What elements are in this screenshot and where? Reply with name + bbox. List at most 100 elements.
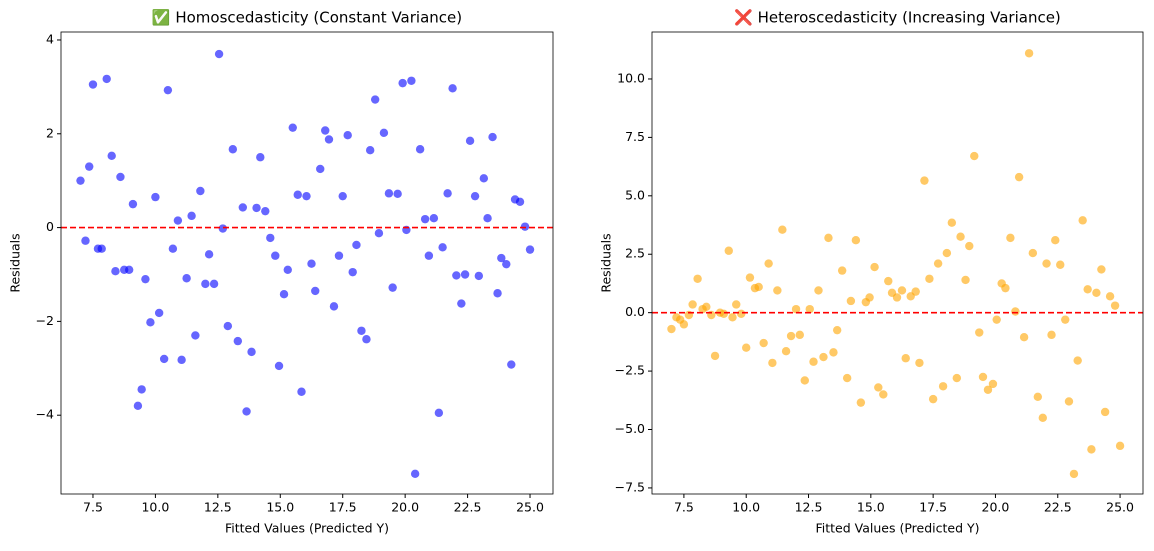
point <box>448 84 457 93</box>
point <box>1056 260 1065 269</box>
point <box>1083 285 1092 294</box>
y-tick-label: −7.5 <box>615 479 645 494</box>
x-tick-label: 15.0 <box>857 500 885 515</box>
point <box>316 164 325 174</box>
point <box>434 408 444 418</box>
chart-title: ✅ Homoscedasticity (Constant Variance) <box>152 9 462 27</box>
point <box>791 304 801 314</box>
x-tick-label: 10.0 <box>732 500 760 515</box>
point <box>728 313 737 322</box>
point <box>497 253 506 263</box>
point <box>693 274 702 283</box>
point <box>1064 397 1074 406</box>
point <box>992 315 1001 324</box>
point <box>214 49 224 59</box>
point <box>846 296 856 306</box>
point <box>809 357 818 366</box>
point <box>965 241 974 251</box>
point <box>452 271 461 280</box>
point <box>515 197 525 206</box>
x-tick-label: 7.5 <box>83 500 103 515</box>
point <box>88 80 98 89</box>
y-tick-label: −4 <box>36 407 54 422</box>
point <box>520 222 530 231</box>
point <box>151 192 160 202</box>
x-tick-label: 12.5 <box>204 500 232 515</box>
point <box>348 267 357 277</box>
point <box>141 274 150 284</box>
point <box>911 287 920 296</box>
point <box>321 126 330 135</box>
point <box>438 243 447 252</box>
point <box>1100 407 1110 417</box>
point <box>928 394 938 404</box>
y-tick-label: 0.0 <box>625 304 645 319</box>
point <box>274 361 284 371</box>
point <box>488 132 497 142</box>
point <box>362 335 371 344</box>
point <box>947 218 957 227</box>
y-tick-label: 0 <box>46 219 54 234</box>
point <box>745 273 755 282</box>
x-tick-label: 17.5 <box>329 500 357 515</box>
point <box>470 191 480 201</box>
point <box>102 74 111 84</box>
point <box>307 259 316 268</box>
chart-title: ❌ Heteroscedasticity (Increasing Varianc… <box>734 9 1061 27</box>
point <box>879 390 888 399</box>
point <box>479 174 489 183</box>
point <box>177 355 186 365</box>
point <box>256 153 265 162</box>
point <box>856 398 866 407</box>
point <box>279 289 289 299</box>
point <box>191 331 200 340</box>
point <box>786 331 796 341</box>
point <box>424 251 434 260</box>
point <box>128 199 138 209</box>
point <box>443 189 452 198</box>
point <box>493 289 502 298</box>
point <box>465 136 475 146</box>
point <box>897 286 907 295</box>
point <box>874 383 883 392</box>
point <box>983 385 993 394</box>
point <box>252 203 261 213</box>
point <box>324 135 334 144</box>
point <box>201 279 210 289</box>
x-tick-label: 12.5 <box>795 500 823 515</box>
point <box>901 354 910 363</box>
point <box>710 351 720 361</box>
point <box>311 286 320 296</box>
point <box>388 283 397 292</box>
point <box>1097 265 1106 274</box>
point <box>370 95 380 104</box>
point <box>819 352 828 362</box>
x-axis-label: Fitted Values (Predicted Y) <box>225 521 389 536</box>
point <box>159 354 169 364</box>
point <box>124 265 134 275</box>
point <box>768 358 777 368</box>
point <box>1024 49 1034 58</box>
point <box>829 348 838 357</box>
point <box>1087 445 1096 454</box>
point <box>1006 233 1015 243</box>
x-tick-label: 20.0 <box>391 500 419 515</box>
y-tick-label: 10.0 <box>617 70 645 85</box>
point <box>429 214 439 223</box>
x-tick-label: 20.0 <box>982 500 1010 515</box>
point <box>365 145 375 155</box>
x-tick-label: 25.0 <box>1106 500 1134 515</box>
point <box>781 347 791 356</box>
point <box>724 246 733 255</box>
point <box>168 244 178 253</box>
point <box>773 286 782 295</box>
point <box>764 259 773 268</box>
point <box>209 279 219 289</box>
point <box>420 214 430 224</box>
point <box>915 358 924 368</box>
point <box>851 236 861 245</box>
point <box>187 211 196 221</box>
point <box>870 262 879 272</box>
point <box>334 251 344 260</box>
point <box>759 338 768 348</box>
